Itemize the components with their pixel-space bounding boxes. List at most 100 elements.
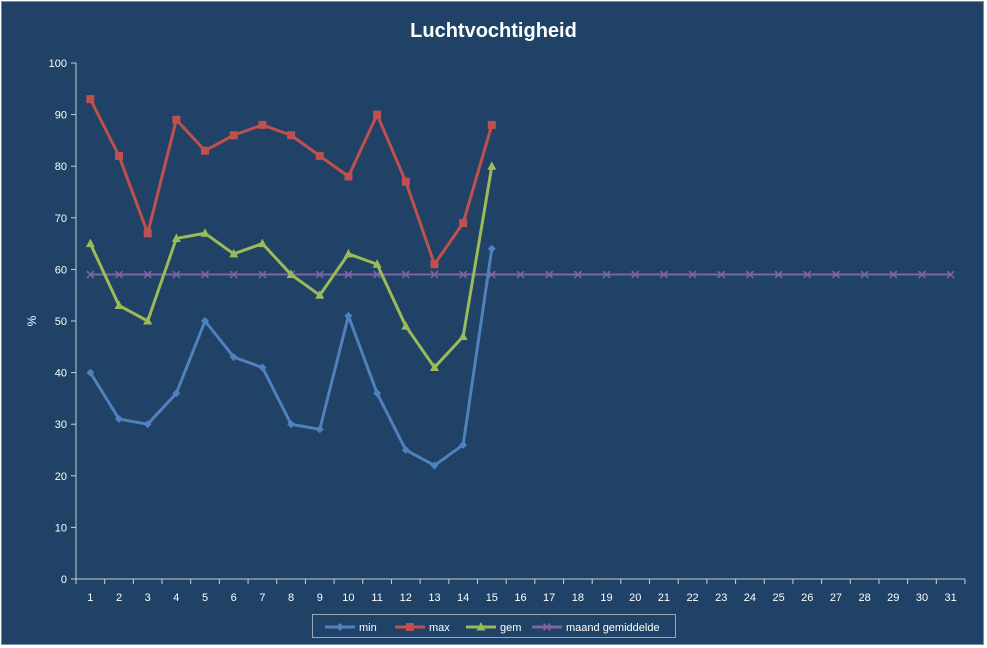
data-point [745, 270, 754, 279]
legend-swatch-marker [336, 623, 344, 631]
data-point [172, 270, 181, 279]
x-tick-label: 16 [514, 592, 526, 604]
data-point [86, 270, 95, 279]
data-point [860, 270, 869, 279]
x-tick-label: 29 [887, 592, 899, 604]
data-point [315, 270, 324, 279]
data-point [831, 270, 840, 279]
x-tick-label: 8 [288, 592, 294, 604]
data-point [889, 270, 898, 279]
data-point [459, 440, 468, 449]
data-point [143, 270, 152, 279]
data-point [201, 317, 210, 325]
data-point [487, 161, 497, 170]
x-tick-label: 1 [87, 592, 93, 604]
data-point [115, 151, 124, 160]
data-point [114, 270, 124, 279]
legend-item: max [395, 622, 450, 634]
data-point [201, 146, 210, 155]
data-point [430, 461, 439, 470]
x-tick-label: 15 [486, 592, 498, 604]
x-tick-label: 26 [801, 592, 813, 604]
data-point [429, 362, 439, 371]
x-tick-label: 24 [744, 592, 756, 604]
data-point [401, 446, 410, 454]
data-point [229, 248, 239, 258]
y-tick-label: 80 [55, 161, 67, 173]
data-point [85, 238, 95, 248]
data-point [659, 270, 668, 279]
legend-label: max [429, 622, 450, 634]
data-point [143, 316, 153, 325]
data-point [86, 95, 95, 104]
series-line [89, 248, 494, 467]
data-point [373, 110, 382, 119]
data-point [430, 270, 439, 279]
x-tick-label: 30 [916, 592, 928, 604]
y-tick-label: 40 [55, 368, 67, 380]
y-tick-label: 60 [55, 264, 67, 276]
data-point [917, 270, 927, 279]
data-point [258, 270, 267, 279]
series-max [86, 95, 496, 269]
chart-title: Luchtvochtigheid [410, 20, 577, 42]
data-point [459, 270, 468, 279]
x-tick-label: 7 [259, 592, 265, 604]
data-point [458, 331, 468, 340]
data-point [516, 270, 525, 279]
y-tick-label: 90 [55, 110, 67, 122]
data-point [946, 270, 955, 279]
data-point [171, 233, 181, 242]
y-tick-label: 10 [55, 522, 67, 534]
data-point [115, 415, 124, 424]
data-point [143, 229, 152, 238]
data-point [774, 270, 783, 279]
data-point [430, 260, 439, 269]
data-point [114, 300, 124, 310]
data-point [717, 270, 726, 279]
data-point [257, 238, 267, 248]
series-line [88, 98, 494, 266]
series-maand-gemiddelde [86, 270, 955, 279]
y-axis-title: % [25, 315, 39, 326]
series-gem [85, 161, 497, 371]
legend-label: min [359, 622, 377, 634]
data-point [229, 131, 238, 140]
x-tick-label: 25 [772, 592, 784, 604]
data-point [287, 420, 296, 429]
legend-item: maand gemiddelde [532, 622, 660, 634]
x-tick-label: 14 [457, 592, 469, 604]
data-point [201, 270, 210, 279]
data-point [343, 248, 353, 258]
x-tick-label: 22 [686, 592, 698, 604]
x-tick-label: 18 [572, 592, 584, 604]
x-tick-label: 20 [629, 592, 641, 604]
legend-swatch-marker [542, 622, 552, 632]
x-tick-label: 21 [658, 592, 670, 604]
data-point [803, 270, 812, 279]
data-point [143, 420, 152, 429]
data-point [688, 270, 697, 279]
data-point [86, 368, 95, 377]
x-tick-label: 10 [342, 592, 354, 604]
data-point [344, 172, 353, 181]
data-point [258, 363, 267, 372]
data-point [545, 270, 554, 279]
x-tick-label: 4 [173, 592, 179, 604]
data-point [401, 270, 410, 279]
x-tick-label: 17 [543, 592, 555, 604]
data-point [258, 120, 267, 129]
data-point [200, 228, 210, 237]
data-point [373, 389, 382, 398]
data-point [229, 270, 238, 279]
data-point [315, 425, 324, 434]
data-point [344, 270, 353, 279]
series-min [86, 244, 496, 470]
y-tick-label: 50 [55, 316, 67, 328]
data-point [286, 269, 296, 279]
x-tick-label: 3 [145, 592, 151, 604]
y-tick-label: 0 [61, 574, 67, 586]
data-point [315, 290, 325, 299]
legend-label: maand gemiddelde [566, 622, 660, 634]
